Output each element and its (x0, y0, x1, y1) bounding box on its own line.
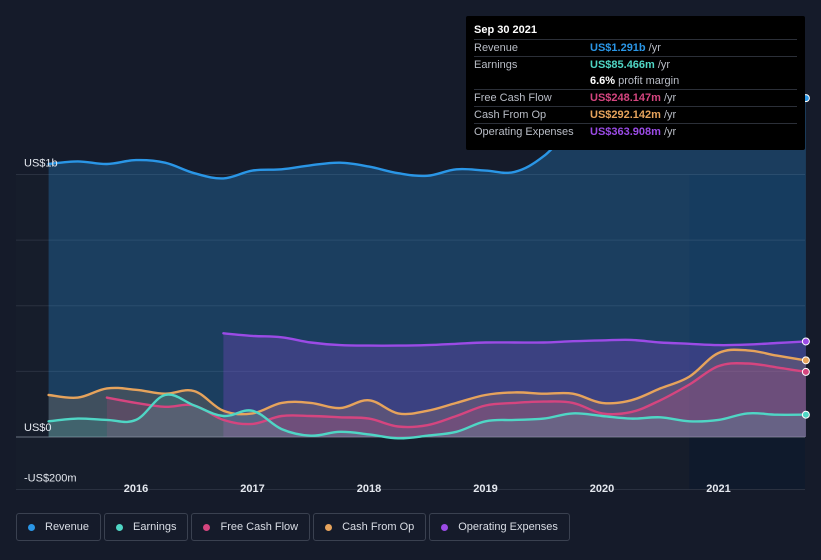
legend-dot-icon (203, 523, 211, 531)
tooltip-date: Sep 30 2021 (474, 24, 537, 36)
tooltip-row-unit: profit margin (618, 74, 680, 87)
x-tick-label: 2019 (473, 483, 497, 495)
tooltip-rows: Revenue US$1.291b/yr Earnings US$85.466m/yr… (474, 39, 797, 140)
tooltip-row-label: Operating Expenses (474, 125, 574, 138)
area-revenue (48, 81, 806, 437)
legend-dot-icon (441, 523, 449, 531)
tooltip-row-value: US$1.291b (590, 41, 646, 54)
tooltip-row: Free Cash Flow US$248.147m/yr (474, 89, 797, 106)
tooltip: Sep 30 2021 Revenue US$1.291b/yr Earnings U… (466, 16, 805, 150)
end-marker-earnings (801, 410, 810, 419)
legend-item-revenue[interactable]: Revenue (16, 513, 102, 541)
tooltip-row: Operating Expenses US$363.908m/yr (474, 122, 797, 140)
legend-dot-icon (28, 523, 35, 531)
tooltip-row-label: Cash From Op (474, 109, 547, 122)
series-end-markers (801, 94, 810, 419)
line-free-cash-flow (105, 362, 808, 429)
tooltip-row-label: Free Cash Flow (474, 92, 552, 105)
tooltip-row-value: 6.6% (590, 74, 616, 87)
x-tick-label: 2018 (357, 483, 381, 495)
legend-dot-icon (116, 523, 124, 531)
tooltip-row-unit: /yr (663, 92, 677, 105)
area-earnings (48, 394, 806, 439)
area-operating-expenses (223, 333, 806, 437)
legend-item-earnings[interactable]: Earnings (104, 513, 189, 541)
y-tick-label: US$1b (24, 158, 58, 170)
tooltip-row-unit: /yr (663, 109, 677, 122)
x-axis-ticks: 2016 2017 2018 2019 2020 2021 (124, 483, 731, 495)
legend-label: Earnings (133, 521, 177, 533)
tooltip-row-unit: /yr (663, 125, 677, 138)
line-cash-from-op (47, 348, 808, 416)
y-axis-ticks: US$1b US$0 -US$200m (24, 158, 77, 485)
tooltip-row-value: US$292.142m (590, 109, 661, 122)
tooltip-row-value: US$363.908m (590, 125, 661, 138)
tooltip-row-unit: /yr (657, 58, 671, 71)
x-tick-label: 2021 (706, 483, 730, 495)
tooltip-row-unit: /yr (648, 41, 661, 54)
tooltip-row-value: US$85.466m (590, 58, 655, 71)
tooltip-row: Revenue US$1.291b/yr (474, 39, 797, 56)
x-tick-label: 2016 (124, 483, 148, 495)
x-tick-label: 2017 (240, 483, 264, 495)
legend-item-free-cash-flow[interactable]: Free Cash Flow (191, 513, 311, 541)
legend-item-cash-from-op[interactable]: Cash From Op (313, 513, 427, 541)
tooltip-row-value: US$248.147m (590, 92, 661, 105)
legend-item-operating-expenses[interactable]: Operating Expenses (429, 513, 570, 541)
legend-label: Cash From Op (342, 521, 415, 533)
series-lines (47, 80, 808, 440)
tooltip-row: Earnings US$85.466m/yr (474, 55, 797, 73)
tooltip-row-label: Earnings (474, 58, 518, 71)
tooltip-row-label: Revenue (474, 41, 519, 54)
y-tick-label: -US$200m (24, 473, 77, 485)
legend-dot-icon (325, 523, 333, 531)
end-marker-operating-expenses (801, 337, 810, 346)
line-earnings (47, 393, 808, 440)
tooltip-row: Cash From Op US$292.142m/yr (474, 106, 797, 123)
line-operating-expenses (222, 332, 808, 347)
legend-label: Revenue (45, 521, 90, 533)
legend: Revenue Earnings Free Cash Flow Cash From O… (16, 513, 573, 541)
x-tick-label: 2020 (590, 483, 614, 495)
legend-label: Free Cash Flow (220, 521, 299, 533)
legend-label: Operating Expenses (458, 521, 558, 533)
end-marker-cash-from-op (801, 356, 810, 365)
end-marker-free-cash-flow (801, 367, 810, 376)
tooltip-row: 6.6% profit margin (474, 73, 797, 90)
y-tick-label: US$0 (24, 422, 52, 434)
